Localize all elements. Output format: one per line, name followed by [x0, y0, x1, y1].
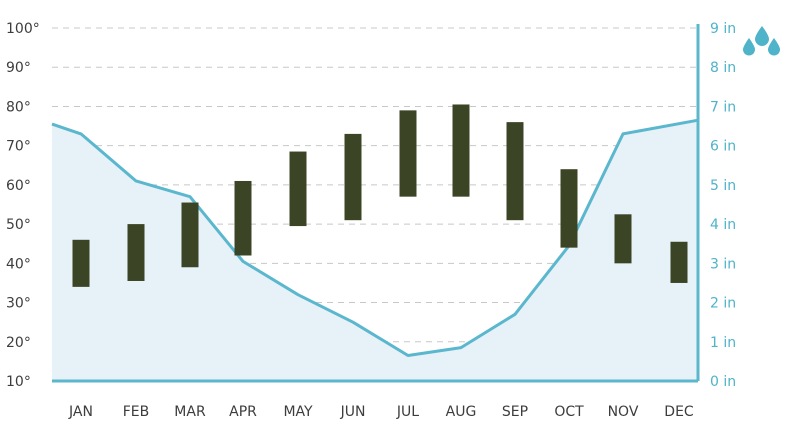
raindrops-icon [743, 26, 780, 56]
x-tick-label: NOV [608, 404, 639, 420]
right-tick-label: 6 in [710, 139, 736, 155]
temperature-bar-nov [614, 214, 632, 264]
precipitation-area [51, 24, 700, 383]
right-tick-label: 3 in [710, 256, 736, 272]
right-tick-label: 8 in [710, 60, 736, 76]
temperature-bars [72, 104, 688, 287]
x-tick-label: JAN [68, 404, 93, 420]
right-tick-label: 1 in [710, 335, 736, 351]
left-tick-label: 100° [6, 21, 40, 37]
right-tick-label: 9 in [710, 21, 736, 37]
left-tick-label: 90° [6, 60, 31, 76]
left-tick-label: 20° [6, 335, 31, 351]
x-tick-label: JUL [396, 404, 419, 420]
left-axis-ticks: 10° 20° 30° 40° 50° 60° 70° 80° 90° 100° [6, 21, 40, 390]
temperature-bar-aug [452, 104, 470, 197]
temperature-bar-apr [234, 180, 252, 256]
right-tick-label: 5 in [710, 178, 736, 194]
left-tick-label: 70° [6, 139, 31, 155]
x-tick-label: SEP [502, 404, 528, 420]
x-axis-ticks: JAN FEB MAR APR MAY JUN JUL AUG SEP OCT NOV DEC [68, 404, 694, 420]
left-tick-label: 80° [6, 99, 31, 115]
temperature-bar-dec [670, 241, 688, 283]
left-tick-label: 50° [6, 217, 31, 233]
right-tick-label: 2 in [710, 296, 736, 312]
x-tick-label: JUN [340, 404, 366, 420]
temperature-bar-oct [560, 169, 578, 248]
left-tick-label: 10° [6, 374, 31, 390]
right-axis-ticks: 0 in 1 in 2 in 3 in 4 in 5 in 6 in 7 in 8 in 9 in [710, 21, 736, 390]
temperature-bar-jun [344, 133, 362, 221]
left-tick-label: 30° [6, 296, 31, 312]
precipitation-area-fill [52, 120, 698, 381]
x-tick-label: AUG [446, 404, 477, 420]
temperature-bar-jul [399, 110, 417, 197]
x-tick-label: MAR [174, 404, 206, 420]
right-tick-label: 7 in [710, 99, 736, 115]
x-tick-label: APR [229, 404, 257, 420]
x-tick-label: FEB [123, 404, 150, 420]
temperature-bar-sep [506, 122, 524, 221]
right-tick-label: 4 in [710, 217, 736, 233]
x-tick-label: MAY [283, 404, 313, 420]
temperature-bar-feb [127, 224, 145, 281]
x-tick-label: OCT [554, 404, 584, 420]
temperature-bar-mar [181, 202, 199, 268]
left-tick-label: 40° [6, 256, 31, 272]
right-tick-label: 0 in [710, 374, 736, 390]
x-tick-label: DEC [664, 404, 694, 420]
temperature-bar-may [289, 151, 307, 227]
left-tick-label: 60° [6, 178, 31, 194]
temperature-bar-jan [72, 239, 90, 287]
